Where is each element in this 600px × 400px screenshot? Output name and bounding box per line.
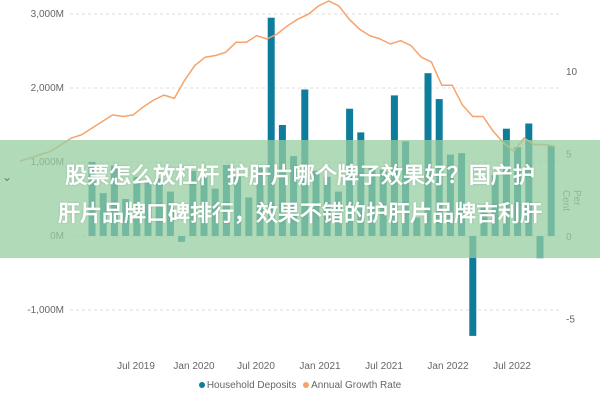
banner-line-2: 肝片品牌口碑排行，效果不错的护肝片品牌吉利肝 [57,202,542,227]
svg-text:Jul 2019: Jul 2019 [117,361,155,372]
banner-headline[interactable]: 股票怎么放杠杆 护肝片哪个牌子效果好？国产护 肝片品牌口碑排行，效果不错的护肝片… [0,158,600,234]
bar [469,236,477,336]
svg-text:-5: -5 [566,315,575,326]
chevron-down-icon: ⌄ [2,170,13,184]
svg-text:Jul 2021: Jul 2021 [365,361,403,372]
svg-text:Jan 2021: Jan 2021 [299,361,341,372]
x-axis-ticks: Jul 2019 Jan 2020 Jul 2020 Jan 2021 Jul 2021… [117,361,531,372]
legend-dot-icon [198,382,205,389]
svg-text:Jan 2022: Jan 2022 [427,361,469,372]
svg-text:Jul 2022: Jul 2022 [493,361,531,372]
svg-text:Jul 2020: Jul 2020 [237,361,275,372]
annual-growth-rate-line [19,0,556,162]
legend-dot-icon [303,382,310,389]
svg-text:10: 10 [566,67,578,78]
bar [267,17,275,237]
banner-line-1: 股票怎么放杠杆 护肝片哪个牌子效果好？国产护 [65,164,535,189]
svg-text:Jan 2020: Jan 2020 [173,361,215,372]
legend-item-household-deposits[interactable]: Household Deposits [198,380,299,391]
chart-legend: Household Deposits Annual Growth Rate [0,380,600,391]
legend-item-annual-growth-rate[interactable]: Annual Growth Rate [303,380,401,391]
svg-text:3,000M: 3,000M [31,9,64,20]
svg-text:-1,000M: -1,000M [27,305,64,316]
overlay-banner [0,140,600,258]
svg-text:2,000M: 2,000M [31,83,64,94]
